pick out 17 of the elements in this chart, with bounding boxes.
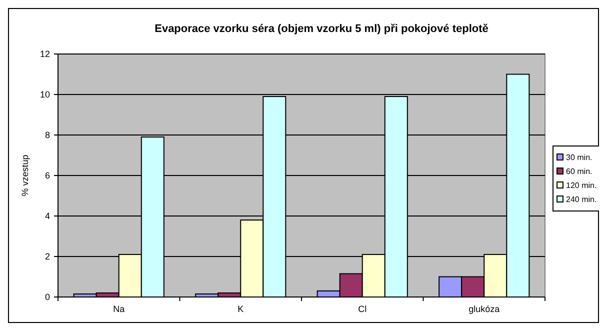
legend-label: 30 min. — [566, 152, 592, 162]
chart-title: Evaporace vzorku séra (objem vzorku 5 ml) při pokojové teplotě — [154, 23, 488, 35]
legend-label: 120 min. — [566, 180, 597, 190]
y-tick-label: 0 — [44, 292, 50, 302]
y-tick-label: 8 — [44, 130, 50, 140]
y-axis-title: % vzestup — [20, 154, 30, 196]
y-tick-label: 2 — [44, 252, 50, 262]
x-tick-label: glukóza — [468, 304, 500, 314]
y-tick-label: 12 — [40, 49, 50, 60]
x-tick-label: Na — [113, 304, 125, 314]
x-tick-label: K — [238, 304, 244, 314]
legend-label: 240 min. — [566, 194, 597, 204]
y-tick-label: 10 — [40, 90, 50, 100]
legend-label: 60 min. — [566, 166, 592, 176]
x-tick-label: Cl — [358, 304, 367, 314]
y-tick-label: 6 — [44, 170, 50, 181]
y-tick-label: 4 — [44, 211, 50, 222]
